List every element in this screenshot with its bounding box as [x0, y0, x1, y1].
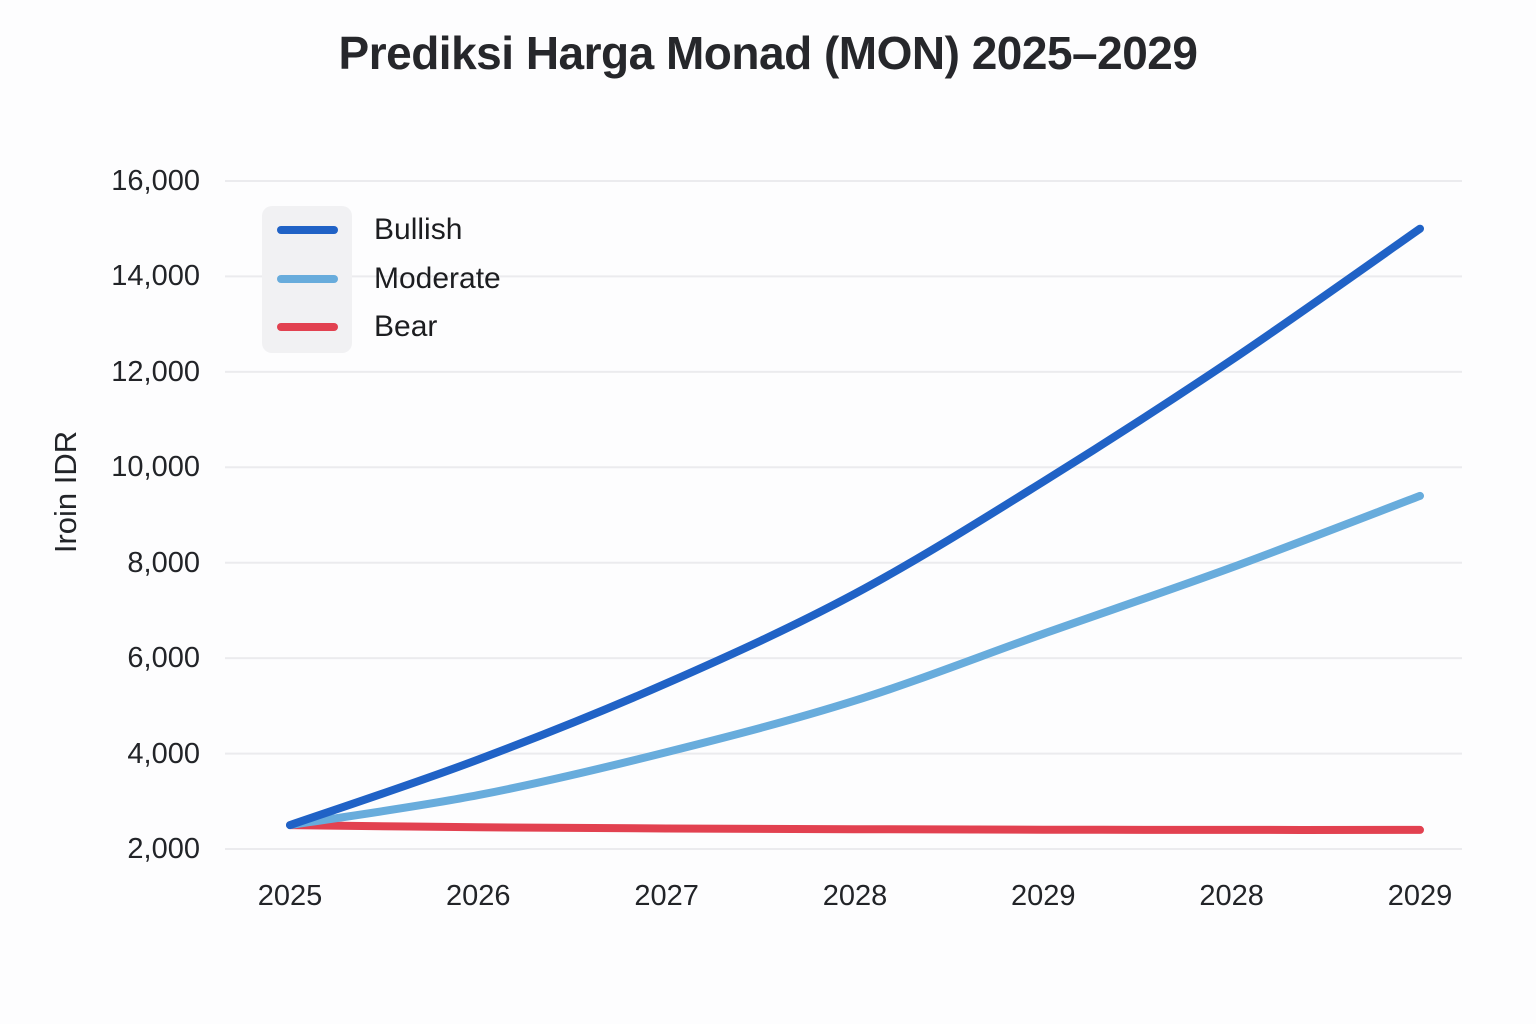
legend-label-moderate: Moderate: [374, 262, 501, 295]
legend-swatch-bullish: [277, 226, 338, 234]
y-tick-label: 4,000: [127, 737, 200, 770]
y-tick-label: 6,000: [127, 642, 200, 675]
legend-label-bear: Bear: [374, 310, 438, 343]
x-tick-label: 2027: [634, 880, 699, 912]
y-tick-label: 2,000: [127, 833, 200, 865]
legend-swatch-bear: [277, 323, 338, 331]
series-line-moderate: [286, 491, 1424, 830]
y-axis-title: Iroin IDR: [48, 430, 83, 554]
x-tick-label: 2028: [822, 880, 888, 912]
y-tick-label: 12,000: [111, 355, 200, 388]
chart-title: Prediksi Harga Monad (MON) 2025–2029: [338, 27, 1198, 79]
x-tick-label: 2026: [446, 880, 511, 912]
y-tick-label: 10,000: [111, 451, 200, 484]
x-tick-label: 2029: [1387, 880, 1453, 912]
x-tick-label: 2029: [1011, 880, 1076, 912]
series-line-bear: [286, 821, 1424, 834]
legend-swatch-moderate: [277, 274, 338, 283]
x-tick-label: 2025: [257, 880, 323, 912]
x-tick-label: 2028: [1199, 880, 1264, 912]
y-tick-label: 14,000: [111, 260, 200, 293]
y-tick-label: 16,000: [111, 165, 200, 197]
legend-label-bullish: Bullish: [374, 213, 463, 246]
series-line-bullish: [286, 224, 1424, 830]
y-tick-label: 8,000: [127, 546, 200, 579]
